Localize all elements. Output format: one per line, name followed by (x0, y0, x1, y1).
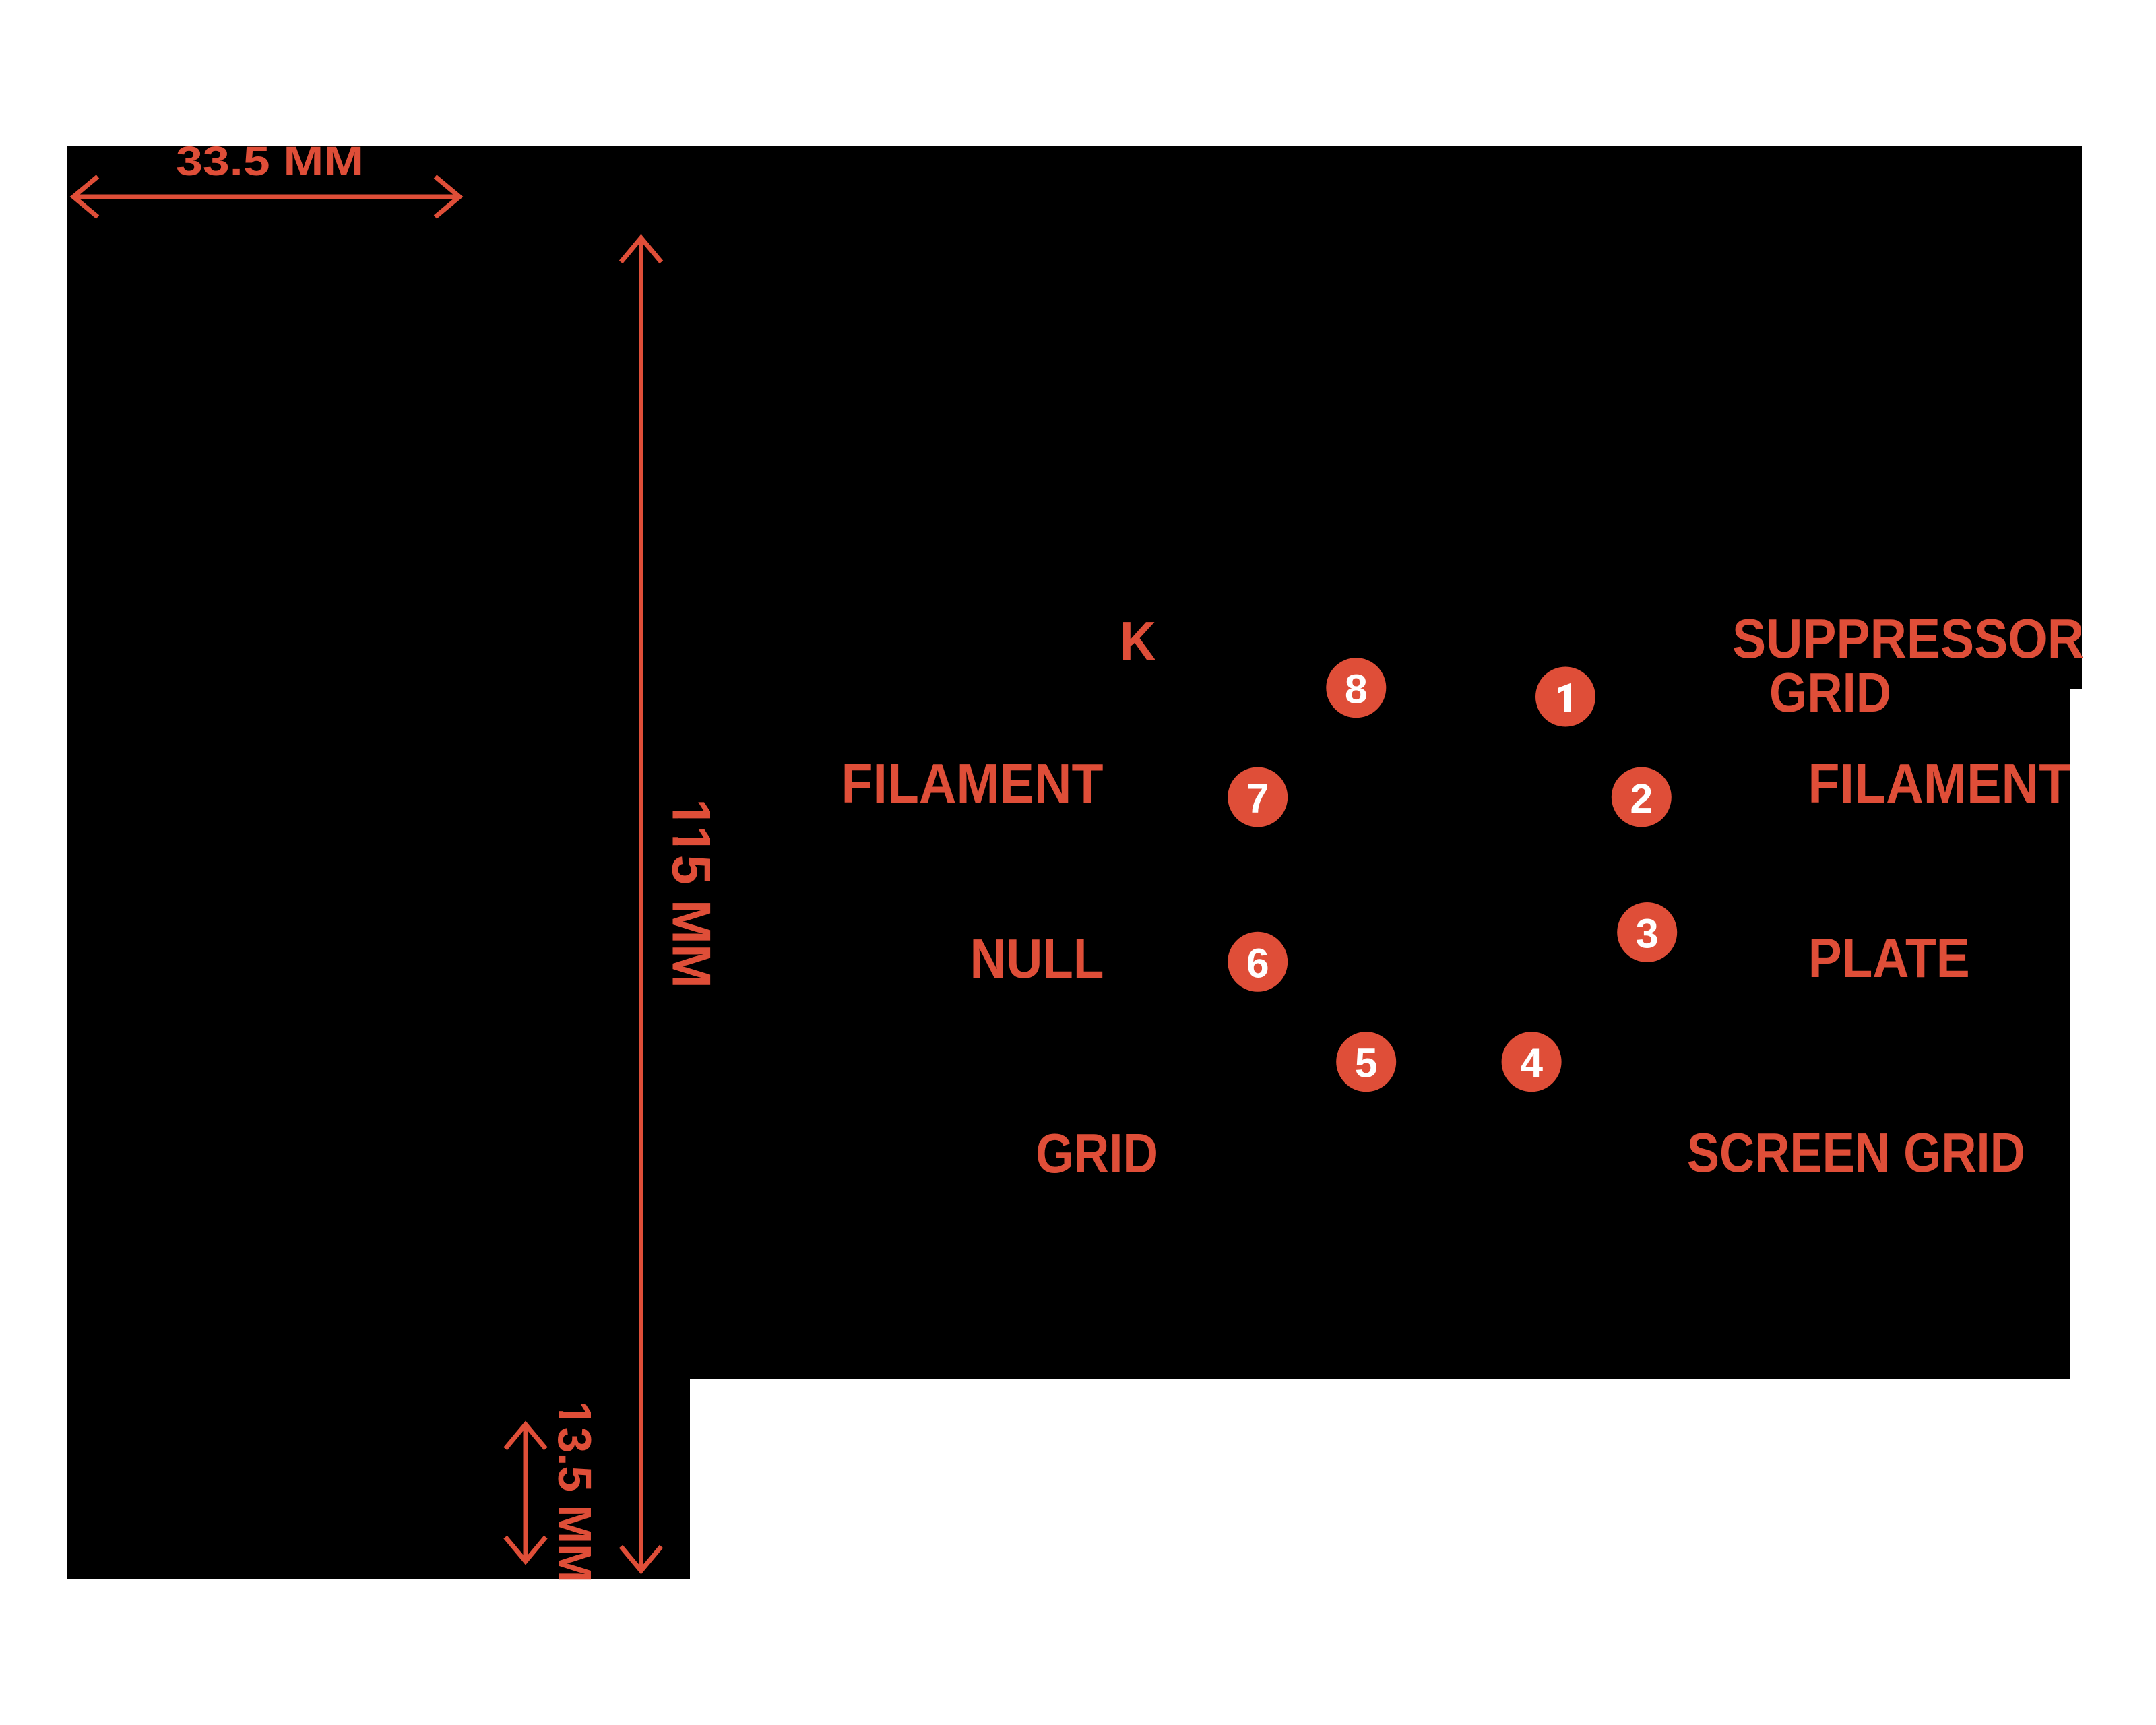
svg-text:6: 6 (1246, 940, 1269, 986)
svg-text:SCREEN GRID: SCREEN GRID (1687, 1121, 2025, 1184)
svg-text:33.5 MM: 33.5 MM (176, 138, 364, 184)
svg-text:13.5 MM: 13.5 MM (548, 1401, 601, 1583)
svg-text:8: 8 (1345, 666, 1368, 712)
svg-text:SUPPRESSOR: SUPPRESSOR (1732, 607, 2084, 670)
svg-text:3: 3 (1636, 911, 1659, 957)
svg-text:FILAMENT: FILAMENT (842, 752, 1104, 815)
svg-text:FILAMENT: FILAMENT (1808, 752, 2070, 815)
svg-text:4: 4 (1520, 1040, 1543, 1086)
svg-text:PLATE: PLATE (1808, 927, 1970, 989)
svg-text:GRID: GRID (1036, 1122, 1158, 1185)
svg-text:2: 2 (1630, 776, 1653, 821)
svg-text:115 MM: 115 MM (661, 798, 722, 989)
svg-text:5: 5 (1355, 1040, 1378, 1086)
svg-text:NULL: NULL (970, 927, 1104, 990)
svg-text:7: 7 (1246, 776, 1269, 821)
svg-text:K: K (1120, 610, 1156, 672)
svg-text:GRID: GRID (1769, 661, 1891, 724)
